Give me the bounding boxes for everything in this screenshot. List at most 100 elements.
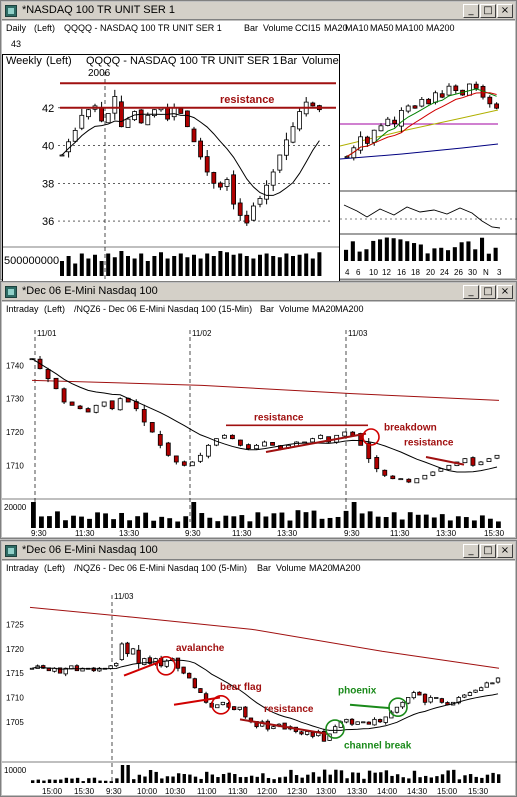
- 15min-candle: [157, 434, 163, 446]
- close-button[interactable]: ×: [497, 544, 513, 558]
- 15min-candle: [109, 400, 115, 410]
- 5min-candle: [355, 721, 360, 725]
- minimize-button[interactable]: _: [463, 4, 479, 18]
- daily-volume-bar: [466, 241, 471, 261]
- 5min-x-tick: 11:00: [197, 787, 217, 796]
- maximize-button[interactable]: □: [480, 4, 496, 18]
- daily-candle: [473, 83, 479, 89]
- weekly-candle: [244, 214, 250, 224]
- 15min-volume-bar: [119, 512, 124, 528]
- 5min-volume-bar: [317, 776, 321, 783]
- 5min-volume-bar: [395, 774, 400, 783]
- bear-flag-label: bear flag: [220, 682, 262, 693]
- 15min-candle: [173, 455, 179, 463]
- 15min-volume-bar: [239, 515, 245, 528]
- header-symbol: /NQZ6 - Dec 06 E-Mini Nasdaq 100 (15-Min…: [74, 304, 252, 314]
- daily-volume-bar: [493, 247, 498, 261]
- 15min-chart-svg[interactable]: Intraday (Left) /NQZ6 - Dec 06 E-Mini Na…: [2, 302, 517, 538]
- daily-volume-bar: [452, 247, 457, 261]
- header-symbol: QQQQ - NASDAQ 100 TR UNIT SER 1: [64, 23, 222, 33]
- 15min-resistance-line-2: [425, 456, 465, 466]
- maximize-button[interactable]: □: [480, 285, 496, 299]
- 5min-candle: [125, 642, 130, 655]
- chart-area-15min[interactable]: Intraday (Left) /NQZ6 - Dec 06 E-Mini Na…: [2, 302, 517, 538]
- 5min-chart-svg[interactable]: Intraday (Left) /NQZ6 - Dec 06 E-Mini Na…: [2, 561, 517, 796]
- chart-area-5min[interactable]: Intraday (Left) /NQZ6 - Dec 06 E-Mini Na…: [2, 561, 517, 796]
- daily-volume-bar: [391, 238, 396, 261]
- weekly-y-tick: 42: [42, 103, 54, 115]
- chart-window-5min[interactable]: *Dec 06 E-Mini Nasdaq 100 _ □ × Intraday…: [0, 540, 517, 797]
- weekly-volume-bar: [258, 254, 262, 276]
- daily-x-tick: 4: [345, 268, 350, 277]
- weekly-candle: [277, 154, 283, 171]
- header-item-cci: CCI15: [295, 23, 321, 33]
- 15min-x-tick: 13:30: [277, 529, 298, 538]
- daily-candle: [358, 136, 364, 151]
- 5min-volume-bar: [244, 776, 248, 783]
- weekly-candle: [211, 172, 217, 184]
- inset-header-scale: (Left): [46, 55, 72, 67]
- window-titlebar[interactable]: *Dec 06 E-Mini Nasdaq 100 _ □ ×: [2, 542, 515, 560]
- header-item-ma200: MA200: [332, 563, 361, 573]
- 15min-volume-bar: [135, 516, 141, 528]
- daily-x-tick: 3: [497, 268, 502, 277]
- 5min-volume-bar: [81, 781, 85, 783]
- 5min-volume-bar: [182, 774, 186, 783]
- 5min-volume-bar: [233, 774, 237, 783]
- chart-window-daily[interactable]: *NASDAQ 100 TR UNIT SER 1 _ □ × Daily (L…: [0, 0, 517, 292]
- 5min-candle: [411, 692, 416, 699]
- 15min-candle: [101, 401, 107, 407]
- weekly-volume-bar: [178, 253, 183, 276]
- 5min-volume-bar: [300, 777, 304, 783]
- ma50-line: [339, 109, 499, 147]
- 15min-volume-bar: [263, 516, 269, 528]
- 5min-candle: [136, 649, 141, 664]
- 5min-volume-bar: [367, 770, 372, 783]
- close-button[interactable]: ×: [497, 285, 513, 299]
- window-titlebar[interactable]: *Dec 06 E-Mini Nasdaq 100 _ □ ×: [2, 283, 515, 301]
- daily-volume-bar: [371, 240, 376, 261]
- minimize-button[interactable]: _: [463, 544, 479, 558]
- window-titlebar[interactable]: *NASDAQ 100 TR UNIT SER 1 _ □ ×: [2, 2, 515, 20]
- header-period: Daily: [6, 23, 27, 33]
- close-button[interactable]: ×: [497, 4, 513, 18]
- daily-chart-svg[interactable]: Daily (Left) QQQQ - NASDAQ 100 TR UNIT S…: [2, 21, 517, 279]
- 5min-volume-bar: [491, 772, 495, 783]
- 15min-candle: [77, 405, 83, 410]
- 5min-ma20-line: [31, 659, 499, 731]
- 5min-x-tick: 14:30: [407, 787, 428, 796]
- phoenix-trendline: [349, 703, 391, 710]
- 5min-volume-bar: [401, 777, 405, 783]
- 5min-candle: [321, 730, 327, 742]
- maximize-button[interactable]: □: [480, 544, 496, 558]
- header-scale: (Left): [44, 304, 65, 314]
- daily-price-plot: 4 6 10 12 16 18 20 24 26 30 N 3: [339, 81, 517, 277]
- header-item-ma200: MA200: [426, 23, 455, 33]
- chart-area-daily[interactable]: Daily (Left) QQQQ - NASDAQ 100 TR UNIT S…: [2, 21, 517, 292]
- cci-line: [343, 204, 501, 229]
- 15min-volume-bar: [55, 511, 60, 528]
- daily-volume-bar: [350, 241, 355, 261]
- 5min-volume-bar: [64, 777, 69, 783]
- 5min-candle: [130, 648, 136, 655]
- 15min-candle: [390, 475, 396, 480]
- 5min-volume-bar: [334, 769, 338, 783]
- minimize-button[interactable]: _: [463, 285, 479, 299]
- weekly-volume-bar: [79, 253, 84, 276]
- 5min-candle: [372, 718, 377, 726]
- 15min-volume-bar: [103, 513, 108, 528]
- weekly-candle: [270, 171, 276, 186]
- weekly-inset-chart[interactable]: Weekly (Left) QQQQ - NASDAQ 100 TR UNIT …: [2, 54, 340, 292]
- 5min-ma200-line: [29, 606, 500, 669]
- 5min-candle: [495, 677, 501, 683]
- 5min-candle: [215, 704, 220, 709]
- daily-volume-bar: [405, 241, 410, 261]
- 15min-candle: [69, 401, 75, 406]
- 15min-candle: [486, 458, 492, 463]
- 15min-volume-bar: [191, 502, 197, 528]
- chart-window-15min[interactable]: *Dec 06 E-Mini Nasdaq 100 _ □ × Intraday…: [0, 281, 517, 539]
- daily-volume-bar: [473, 249, 478, 261]
- 5min-candle: [74, 665, 80, 672]
- 15min-volume-bar: [271, 513, 277, 528]
- weekly-resistance-label: resistance: [220, 94, 274, 106]
